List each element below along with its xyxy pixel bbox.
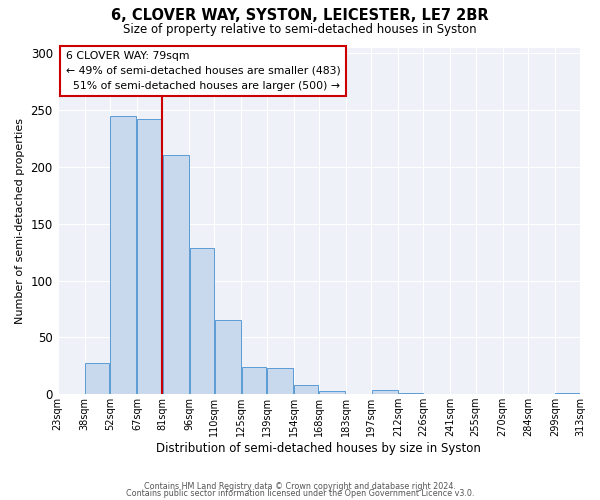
Text: Contains public sector information licensed under the Open Government Licence v3: Contains public sector information licen… bbox=[126, 490, 474, 498]
Bar bbox=[190, 248, 214, 394]
Bar bbox=[163, 156, 189, 394]
Bar bbox=[398, 393, 423, 394]
Text: Contains HM Land Registry data © Crown copyright and database right 2024.: Contains HM Land Registry data © Crown c… bbox=[144, 482, 456, 491]
Text: 6 CLOVER WAY: 79sqm
← 49% of semi-detached houses are smaller (483)
  51% of sem: 6 CLOVER WAY: 79sqm ← 49% of semi-detach… bbox=[65, 51, 340, 90]
Bar bbox=[294, 385, 319, 394]
Y-axis label: Number of semi-detached properties: Number of semi-detached properties bbox=[15, 118, 25, 324]
Bar bbox=[215, 320, 241, 394]
Bar bbox=[110, 116, 136, 394]
Bar bbox=[555, 393, 580, 394]
X-axis label: Distribution of semi-detached houses by size in Syston: Distribution of semi-detached houses by … bbox=[157, 442, 481, 455]
Bar bbox=[267, 368, 293, 394]
Text: 6, CLOVER WAY, SYSTON, LEICESTER, LE7 2BR: 6, CLOVER WAY, SYSTON, LEICESTER, LE7 2B… bbox=[111, 8, 489, 22]
Bar bbox=[137, 119, 161, 394]
Bar bbox=[242, 367, 266, 394]
Bar bbox=[319, 391, 346, 394]
Bar bbox=[371, 390, 398, 394]
Bar bbox=[85, 364, 109, 394]
Text: Size of property relative to semi-detached houses in Syston: Size of property relative to semi-detach… bbox=[123, 22, 477, 36]
